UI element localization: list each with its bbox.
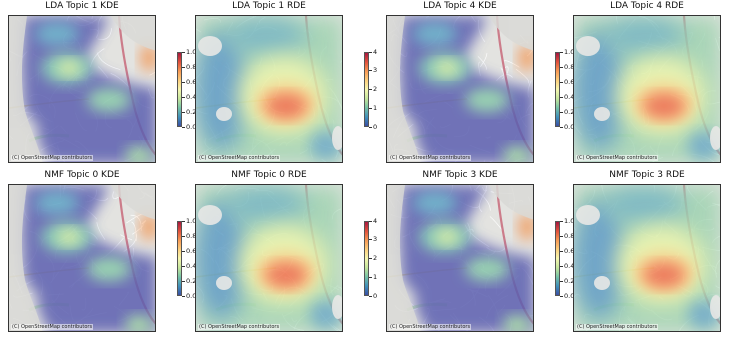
colorbar-tick-label: 0.0: [559, 291, 575, 300]
panel-title: NMF Topic 0 RDE: [231, 170, 307, 180]
colorbar-tick-label: 4: [368, 47, 378, 56]
colorbar: [555, 221, 560, 296]
colorbar: [364, 52, 369, 127]
map-panel: LDA Topic 4 RDE (C) OpenStreetMap contrib…: [573, 1, 721, 163]
kde-heatmap: (C) OpenStreetMap contributors: [8, 15, 156, 163]
kde-heatmap: (C) OpenStreetMap contributors: [8, 184, 156, 332]
panel-title: LDA Topic 1 KDE: [45, 1, 119, 11]
rde-heatmap: (C) OpenStreetMap contributors: [573, 184, 721, 332]
panel-title: NMF Topic 3 KDE: [422, 170, 498, 180]
map-attribution: (C) OpenStreetMap contributors: [11, 324, 94, 330]
map-attribution: (C) OpenStreetMap contributors: [576, 324, 659, 330]
map-panel: NMF Topic 0 RDE (C) OpenStreetMap contrib…: [195, 170, 343, 332]
map-panel: LDA Topic 4 KDE (C) OpenStreetMap contrib…: [386, 1, 534, 163]
colorbar-tick-label: 0.4: [181, 261, 197, 270]
map-attribution: (C) OpenStreetMap contributors: [389, 324, 472, 330]
colorbar-tick-label: 0.8: [181, 231, 197, 240]
rde-heatmap: (C) OpenStreetMap contributors: [573, 15, 721, 163]
colorbar-tick-label: 3: [368, 235, 378, 244]
colorbar-tick-label: 0.0: [181, 291, 197, 300]
colorbar-tick-label: 0.0: [181, 122, 197, 131]
map-attribution: (C) OpenStreetMap contributors: [198, 155, 281, 161]
colorbar-tick-label: 0.4: [559, 92, 575, 101]
colorbar-tick-label: 4: [368, 216, 378, 225]
panel-title: NMF Topic 0 KDE: [44, 170, 120, 180]
panel-title: LDA Topic 4 RDE: [610, 1, 684, 11]
colorbar-tick-label: 1: [368, 103, 378, 112]
colorbar-tick-label: 0.4: [181, 92, 197, 101]
colorbar-tick-label: 0.2: [559, 276, 575, 285]
colorbar-tick-label: 0.8: [559, 62, 575, 71]
map-panel: NMF Topic 3 KDE (C) OpenStreetMap contrib…: [386, 170, 534, 332]
colorbar-tick-label: 0.6: [559, 77, 575, 86]
colorbar-tick-label: 2: [368, 254, 378, 262]
panel-title: LDA Topic 4 KDE: [423, 1, 497, 11]
colorbar-tick-label: 1: [368, 272, 378, 281]
map-panel: NMF Topic 3 RDE (C) OpenStreetMap contrib…: [573, 170, 721, 332]
colorbar-tick-label: 0.8: [181, 62, 197, 71]
colorbar-tick-label: 0.6: [181, 246, 197, 255]
colorbar-tick-label: 0.4: [559, 261, 575, 270]
colorbar-tick-label: 0: [368, 122, 378, 131]
rde-heatmap: (C) OpenStreetMap contributors: [195, 15, 343, 163]
colorbar-tick-label: 2: [368, 85, 378, 93]
colorbar-tick-label: 0.8: [559, 231, 575, 240]
colorbar: [364, 221, 369, 296]
colorbar-tick-label: 1.0: [559, 47, 575, 56]
colorbar: [177, 52, 182, 127]
colorbar-tick-label: 0.2: [559, 107, 575, 116]
map-panel: LDA Topic 1 RDE (C) OpenStreetMap contrib…: [195, 1, 343, 163]
panel-title: NMF Topic 3 RDE: [609, 170, 685, 180]
colorbar-tick-label: 0.6: [559, 246, 575, 255]
kde-heatmap: (C) OpenStreetMap contributors: [386, 184, 534, 332]
panel-title: LDA Topic 1 RDE: [232, 1, 306, 11]
colorbar-tick-label: 0.2: [181, 276, 197, 285]
colorbar-tick-label: 1.0: [181, 47, 197, 56]
map-attribution: (C) OpenStreetMap contributors: [389, 155, 472, 161]
colorbar: [555, 52, 560, 127]
map-attribution: (C) OpenStreetMap contributors: [198, 324, 281, 330]
colorbar-tick-label: 3: [368, 66, 378, 75]
kde-heatmap: (C) OpenStreetMap contributors: [386, 15, 534, 163]
colorbar-tick-label: 1.0: [181, 216, 197, 225]
colorbar-tick-label: 0.2: [181, 107, 197, 116]
colorbar: [177, 221, 182, 296]
rde-heatmap: (C) OpenStreetMap contributors: [195, 184, 343, 332]
colorbar-tick-label: 0: [368, 291, 378, 300]
colorbar-tick-label: 1.0: [559, 216, 575, 225]
map-attribution: (C) OpenStreetMap contributors: [576, 155, 659, 161]
colorbar-tick-label: 0.6: [181, 77, 197, 86]
colorbar-tick-label: 0.0: [559, 122, 575, 131]
map-attribution: (C) OpenStreetMap contributors: [11, 155, 94, 161]
map-panel: NMF Topic 0 KDE (C) OpenStreetMap contrib…: [8, 170, 156, 332]
map-panel: LDA Topic 1 KDE (C) OpenStreetMap contrib…: [8, 1, 156, 163]
